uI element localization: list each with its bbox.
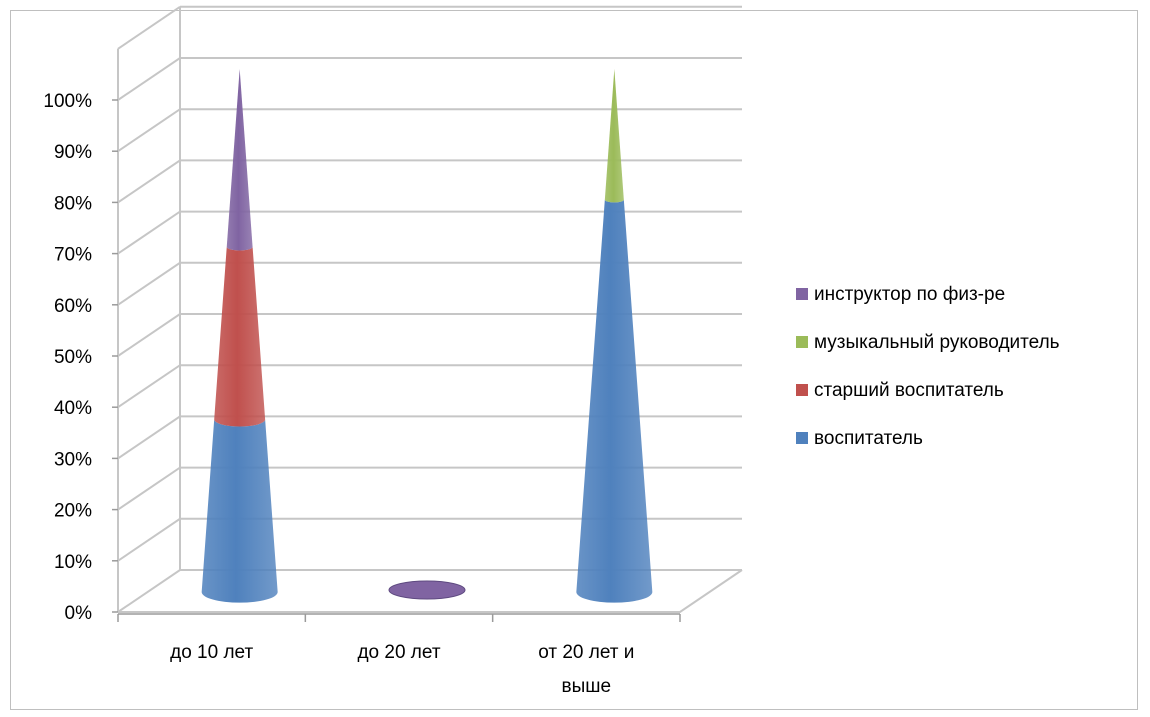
gridline	[117, 313, 742, 357]
y-tick-label: 10%	[54, 552, 92, 573]
legend-swatch	[796, 432, 808, 444]
cone-segment	[576, 199, 653, 603]
y-tick-label: 50%	[54, 347, 92, 368]
y-tick-label: 0%	[65, 603, 93, 624]
x-tick-label: от 20 лет и	[538, 642, 634, 663]
gridline-top-side	[117, 5, 181, 50]
gridline	[117, 569, 742, 613]
legend-swatch	[796, 288, 808, 300]
chart-walls	[117, 6, 743, 613]
x-tick-label: выше	[562, 676, 612, 697]
gridline	[117, 159, 742, 204]
legend-label: музыкальный руководитель	[814, 332, 1060, 353]
gridline	[117, 210, 742, 255]
cone-segment	[201, 419, 278, 603]
gridline	[117, 466, 742, 511]
gridline	[117, 415, 742, 460]
y-tick-label: 60%	[54, 296, 92, 317]
legend-swatch	[796, 384, 808, 396]
x-tick-label: до 20 лет	[357, 642, 440, 663]
floor-edge	[118, 569, 743, 613]
axes	[112, 99, 681, 622]
cones	[201, 69, 653, 603]
y-tick-label: 30%	[54, 449, 92, 470]
gridlines	[117, 5, 742, 613]
gridline	[117, 364, 742, 409]
y-tick-label: 100%	[43, 91, 92, 112]
gridline	[117, 57, 742, 101]
legend: инструктор по физ-ре музыкальный руководи…	[796, 284, 1060, 449]
y-tick-labels: 0% 10% 20% 30% 40% 50% 60% 70% 80% 90% 100%	[43, 91, 92, 624]
legend-label: старший воспитатель	[814, 380, 1004, 401]
empty-base-disc	[388, 580, 466, 600]
gridline	[117, 261, 742, 306]
legend-label: инструктор по физ-ре	[814, 284, 1005, 305]
x-tick-label: до 10 лет	[170, 642, 253, 663]
y-tick-label: 80%	[54, 193, 92, 214]
y-tick-label: 70%	[54, 245, 92, 266]
y-tick-label: 20%	[54, 501, 92, 522]
y-tick-label: 90%	[54, 142, 92, 163]
cone-segment	[214, 246, 266, 427]
legend-swatch	[796, 336, 808, 348]
gridline	[117, 108, 742, 153]
y-tick-label: 40%	[54, 398, 92, 419]
legend-label: воспитатель	[814, 428, 923, 449]
x-tick-labels: до 10 лет до 20 лет от 20 лет и выше	[170, 642, 634, 697]
chart-frame	[10, 10, 1138, 710]
gridline	[117, 517, 742, 562]
cone-segment	[604, 69, 624, 203]
cone-segment	[226, 69, 253, 251]
